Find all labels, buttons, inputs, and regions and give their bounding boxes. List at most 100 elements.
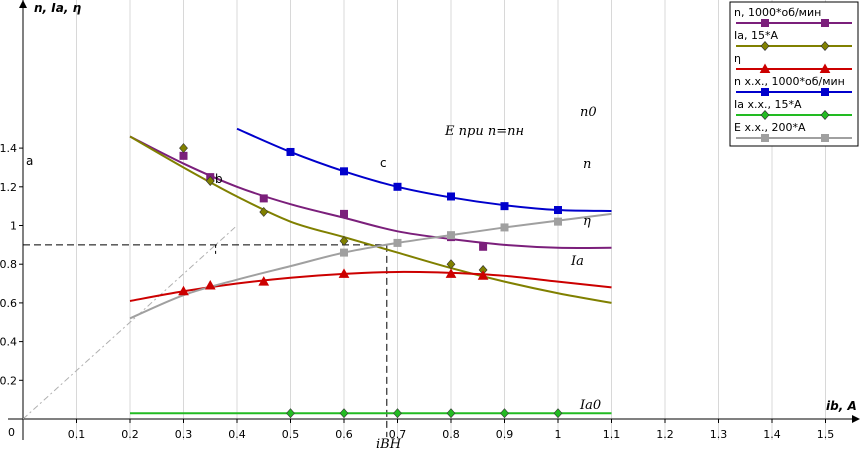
point-c-label: c	[380, 156, 387, 170]
data-point-3	[477, 270, 489, 280]
data-point-3	[338, 268, 350, 278]
data-point-4	[447, 192, 455, 201]
grid-lines	[76, 0, 826, 440]
data-point-5	[446, 408, 456, 419]
y-axis-title: n, Ia, η	[34, 1, 82, 15]
data-point-6	[447, 231, 455, 240]
series-curve-2	[129, 135, 612, 304]
data-point-4	[286, 147, 295, 156]
x-tick-label: 0.5	[282, 428, 300, 441]
data-point-1	[340, 209, 348, 218]
data-point-6	[554, 217, 562, 226]
legend-marker-1	[761, 19, 769, 27]
x-tick-label: 0.1	[68, 428, 86, 441]
data-point-2	[179, 143, 188, 154]
legend-box	[729, 1, 859, 147]
point-b-label: b	[215, 172, 223, 186]
y-tick-label: 0.4	[0, 336, 17, 349]
legend-marker-4	[761, 88, 769, 96]
construction-line	[22, 225, 238, 420]
ia0-curve-label: Ia0	[579, 398, 601, 413]
data-point-5	[553, 408, 563, 419]
e-curve-label: E при n=nн	[444, 124, 524, 139]
x-tick-label: 0.9	[496, 428, 514, 441]
series-curve-4	[236, 127, 612, 212]
legend-marker-6	[761, 134, 769, 142]
data-point-6	[340, 248, 348, 257]
eta-curve-label: η	[583, 214, 591, 229]
n0-curve-label: n0	[580, 105, 597, 120]
data-point-4	[340, 167, 348, 176]
legend-marker-2	[820, 41, 830, 51]
x-axis-arrow	[852, 415, 860, 423]
x-tick-label: 1.1	[603, 428, 621, 441]
x-tick-label: 0.4	[228, 428, 246, 441]
legend-entry-3: η	[734, 52, 741, 65]
legend-marker-2	[760, 41, 770, 51]
legend-marker-1	[821, 19, 829, 27]
data-point-4	[554, 206, 562, 215]
legend-marker-5	[820, 110, 830, 120]
legend-marker-3	[759, 63, 771, 73]
x-tick-label: 0.8	[442, 428, 460, 441]
data-point-6	[500, 223, 509, 232]
x-tick-label: 0.2	[121, 428, 139, 441]
data-point-3	[445, 268, 457, 278]
data-point-1	[479, 242, 488, 251]
data-point-2	[339, 236, 349, 246]
data-point-5	[393, 408, 402, 419]
n-curve-label: n	[583, 157, 591, 172]
data-point-4	[500, 202, 509, 211]
data-point-1	[259, 194, 268, 203]
data-point-3	[204, 279, 216, 290]
legend-entry-5: Ia х.х., 15*A	[734, 98, 802, 111]
ia-curve-label: Ia	[570, 254, 584, 269]
ibn-label: iВН	[376, 437, 402, 452]
curve-labels: n Ia η n0 Ia0 E при n=nн	[444, 105, 601, 413]
tick-labels: 0 0.1 0.2 0.3 0.4 0.5 0.6 0.7 0.8 0.9 1 1.1 1.2 1.3 1.…	[0, 142, 834, 441]
y-tick-label: 0.6	[0, 297, 17, 310]
guide-lines	[22, 225, 388, 437]
legend-entry-4: n х.х., 1000*об/мин	[734, 75, 845, 88]
series-curve-3	[129, 270, 612, 302]
x-tick-label: 0.7	[389, 428, 407, 441]
data-point-5	[339, 408, 349, 419]
data-point-2	[259, 207, 269, 217]
legend-entry-1: n, 1000*об/мин	[734, 6, 821, 19]
y-tick-label: 1.2	[0, 181, 17, 194]
y-tick-label: 0.8	[0, 258, 17, 271]
x-tick-label: 1.3	[710, 428, 728, 441]
x-tick-label: 1.4	[763, 428, 781, 441]
legend-marker-3	[819, 63, 831, 73]
legend-entry-2: Ia, 15*A	[734, 29, 778, 42]
series-curve-1	[129, 135, 612, 249]
point-a-label: a	[26, 154, 33, 168]
y-axis-arrow	[19, 0, 27, 8]
data-point-2	[205, 176, 215, 186]
legend-marker-4	[821, 88, 829, 96]
legend: n, 1000*об/мин Ia, 15*A η n х.х., 1000*об/м…	[729, 1, 859, 147]
axes	[8, 0, 860, 440]
y-tick-label: 0.2	[0, 374, 17, 387]
y-tick-label: 1.4	[0, 142, 17, 155]
x-tick-label: 0.6	[335, 428, 353, 441]
data-point-6	[393, 238, 402, 247]
series-curves	[129, 127, 612, 415]
data-point-5	[286, 408, 295, 419]
data-point-3	[178, 285, 189, 296]
y-tick-label: 1	[10, 220, 17, 233]
series-curve-6	[129, 212, 612, 320]
x-tick-label: 1.5	[817, 428, 835, 441]
legend-marker-5	[760, 110, 770, 120]
series-markers	[178, 143, 563, 419]
x-tick-label: 0.3	[175, 428, 193, 441]
x-tick-label: 0	[8, 426, 15, 439]
x-axis-title: ib, A	[826, 399, 857, 413]
legend-entry-6: E х.х., 200*A	[734, 121, 806, 134]
data-point-5	[500, 408, 509, 419]
data-point-3	[258, 276, 270, 286]
x-tick-label: 1	[555, 428, 562, 441]
legend-marker-6	[821, 134, 829, 142]
data-point-1	[179, 151, 188, 160]
